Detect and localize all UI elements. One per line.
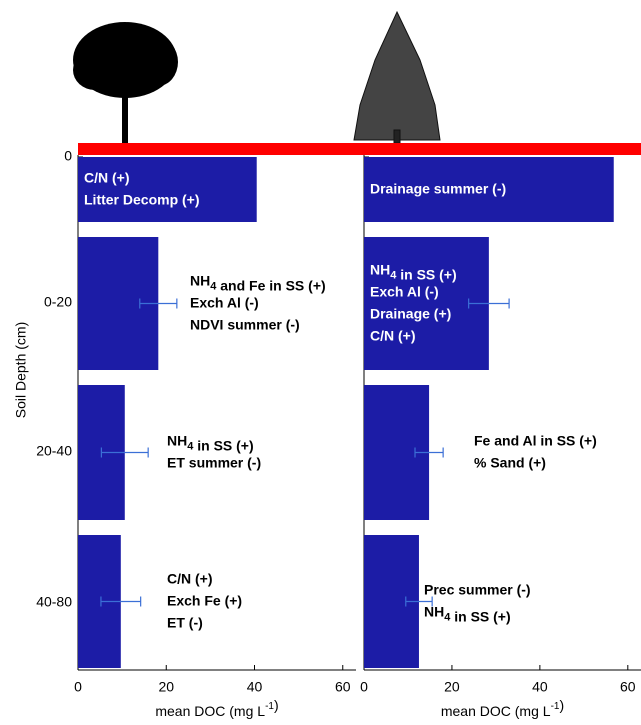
text-part: in SS (+) [396, 266, 456, 282]
text-part: Prec summer (-) [424, 581, 531, 597]
text-part: mean DOC (mg L [441, 703, 551, 719]
x-tick-label: 0 [360, 679, 368, 695]
annotation: Drainage summer (-) [370, 180, 506, 196]
text-part: Exch Fe (+) [167, 592, 242, 608]
text-part: in SS (+) [193, 437, 253, 453]
text-part: Litter Decomp (+) [84, 191, 200, 207]
text-part: Drainage (+) [370, 305, 451, 321]
bar [78, 157, 257, 222]
text-part: C/N (+) [84, 169, 130, 185]
text-part: NH [370, 261, 390, 277]
x-tick-label: 20 [444, 679, 460, 695]
text-part: and Fe in SS (+) [216, 277, 325, 293]
annotation: C/N (+) [84, 169, 130, 185]
x-axis-label: mean DOC (mg L-1) [441, 697, 564, 719]
x-tick-label: 40 [532, 679, 548, 695]
x-tick-label: 20 [158, 679, 174, 695]
text-part: ) [559, 697, 564, 713]
annotation: Litter Decomp (+) [84, 191, 200, 207]
annotation: C/N (+) [167, 570, 213, 586]
text-part: mean DOC (mg L [155, 703, 265, 719]
x-axis-label: mean DOC (mg L-1) [155, 697, 278, 719]
annotation: Exch Al (-) [370, 283, 439, 299]
text-part: NH [190, 272, 210, 288]
y-tick-label: 0 [64, 148, 72, 164]
y-tick-label: 40-80 [36, 594, 72, 610]
text-part: in SS (+) [450, 608, 510, 624]
annotation: Fe and Al in SS (+) [474, 432, 597, 448]
text-part: ET (-) [167, 614, 203, 630]
text-part: NH [167, 432, 187, 448]
y-tick-label: 20-40 [36, 443, 72, 459]
annotation: NH4 and Fe in SS (+) [190, 272, 326, 293]
annotation: Prec summer (-) [424, 581, 531, 597]
conifer-tree [354, 12, 440, 143]
text-part: ET summer (-) [167, 454, 261, 470]
text-part: ) [274, 697, 279, 713]
y-tick-label: 0-20 [44, 294, 72, 310]
annotation: Exch Fe (+) [167, 592, 242, 608]
y-axis-label: Soil Depth (cm) [13, 322, 29, 418]
x-tick-label: 40 [247, 679, 263, 695]
x-tick-label: 60 [335, 679, 351, 695]
x-tick-label: 60 [620, 679, 636, 695]
text-part: Exch Al (-) [190, 294, 259, 310]
annotation: C/N (+) [370, 327, 416, 343]
annotation: ET summer (-) [167, 454, 261, 470]
text-part: C/N (+) [370, 327, 416, 343]
deciduous-tree [73, 22, 178, 145]
annotation: ET (-) [167, 614, 203, 630]
text-part: Drainage summer (-) [370, 180, 506, 196]
annotation: NDVI summer (-) [190, 316, 300, 332]
annotation: NH4 in SS (+) [424, 603, 511, 624]
x-tick-label: 0 [74, 679, 82, 695]
text-part: Fe and Al in SS (+) [474, 432, 597, 448]
chart: Soil Depth (cm) 0 20 40 60 mean DOC (mg L-1)… [0, 0, 641, 725]
soil-surface [78, 143, 641, 155]
text-part: Exch Al (-) [370, 283, 439, 299]
page: Soil Depth (cm) 0 20 40 60 mean DOC (mg L-1)… [0, 0, 641, 725]
text-part: C/N (+) [167, 570, 213, 586]
text-part: NDVI summer (-) [190, 316, 300, 332]
annotation: NH4 in SS (+) [167, 432, 254, 453]
annotation: % Sand (+) [474, 454, 546, 470]
annotation: Drainage (+) [370, 305, 451, 321]
text-part: % Sand (+) [474, 454, 546, 470]
text-part: NH [424, 603, 444, 619]
annotation: Exch Al (-) [190, 294, 259, 310]
